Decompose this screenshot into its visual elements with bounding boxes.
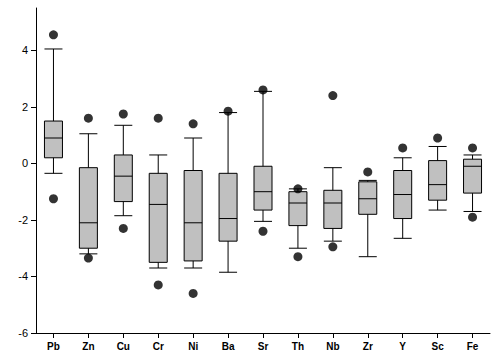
svg-text:Zn: Zn [82,341,94,352]
svg-text:Pb: Pb [47,341,60,352]
svg-text:Cr: Cr [153,341,164,352]
svg-text:Ba: Ba [222,341,235,352]
svg-text:Sr: Sr [258,341,269,352]
svg-text:2: 2 [22,101,28,113]
svg-text:4: 4 [22,44,28,56]
svg-text:Th: Th [292,341,304,352]
svg-text:-2: -2 [18,214,28,226]
svg-text:Cu: Cu [117,341,130,352]
svg-text:Sc: Sc [431,341,444,352]
svg-text:Y: Y [399,341,406,352]
svg-text:Fe: Fe [467,341,479,352]
svg-text:Ni: Ni [188,341,198,352]
svg-text:Nb: Nb [326,341,339,352]
svg-text:-4: -4 [18,270,28,282]
svg-text:Zr: Zr [363,341,373,352]
svg-text:-6: -6 [18,327,28,339]
svg-text:0: 0 [22,157,28,169]
